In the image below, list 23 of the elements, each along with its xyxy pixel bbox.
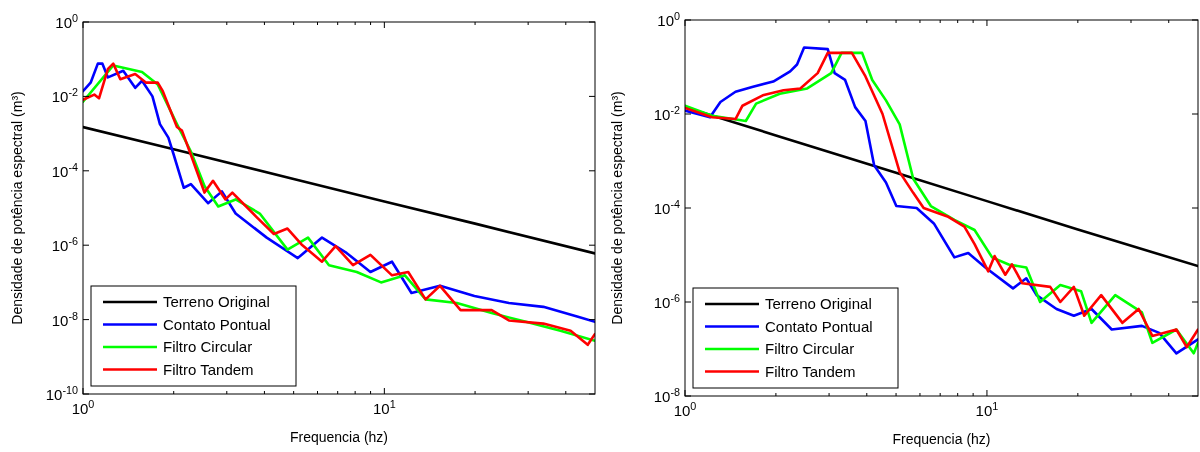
y-axis-title: Densidade de potência espectral (m³)	[9, 91, 25, 325]
y-tick-label: 10$^{-4}$	[51, 160, 78, 180]
legend-label: Filtro Tandem	[163, 360, 254, 378]
y-tick-label: 10$^{0}$	[55, 12, 78, 31]
y-tick-label: 10$^{0}$	[657, 10, 680, 29]
x-axis-title: Frequencia (hz)	[289, 429, 389, 445]
legend-label: Filtro Tandem	[765, 362, 856, 380]
legend-label: Filtro Circular	[163, 338, 253, 355]
x-tick-label: 10$^{1}$	[373, 398, 396, 417]
legend-label: Contato Pontual	[163, 315, 271, 333]
y-tick-label: 10$^{-4}$	[653, 198, 680, 217]
legend-label: Filtro Circular	[765, 340, 855, 357]
y-tick-label: 10$^{-8}$	[51, 309, 78, 329]
y-tick-label: 10$^{-2}$	[51, 86, 78, 106]
x-tick-label: 10$^{1}$	[975, 400, 999, 419]
y-axis-title: Densidade de potência espectral (m³)	[609, 91, 625, 325]
x-axis-title: Frequencia (hz)	[892, 431, 991, 447]
legend-label: Contato Pontual	[765, 317, 873, 335]
legend-label: Terreno Original	[163, 293, 270, 310]
y-tick-label: 10$^{-6}$	[51, 235, 78, 255]
y-tick-label: 10$^{-6}$	[653, 292, 680, 311]
y-tick-label: 10$^{-2}$	[653, 104, 680, 123]
legend-label: Terreno Original	[765, 295, 872, 312]
